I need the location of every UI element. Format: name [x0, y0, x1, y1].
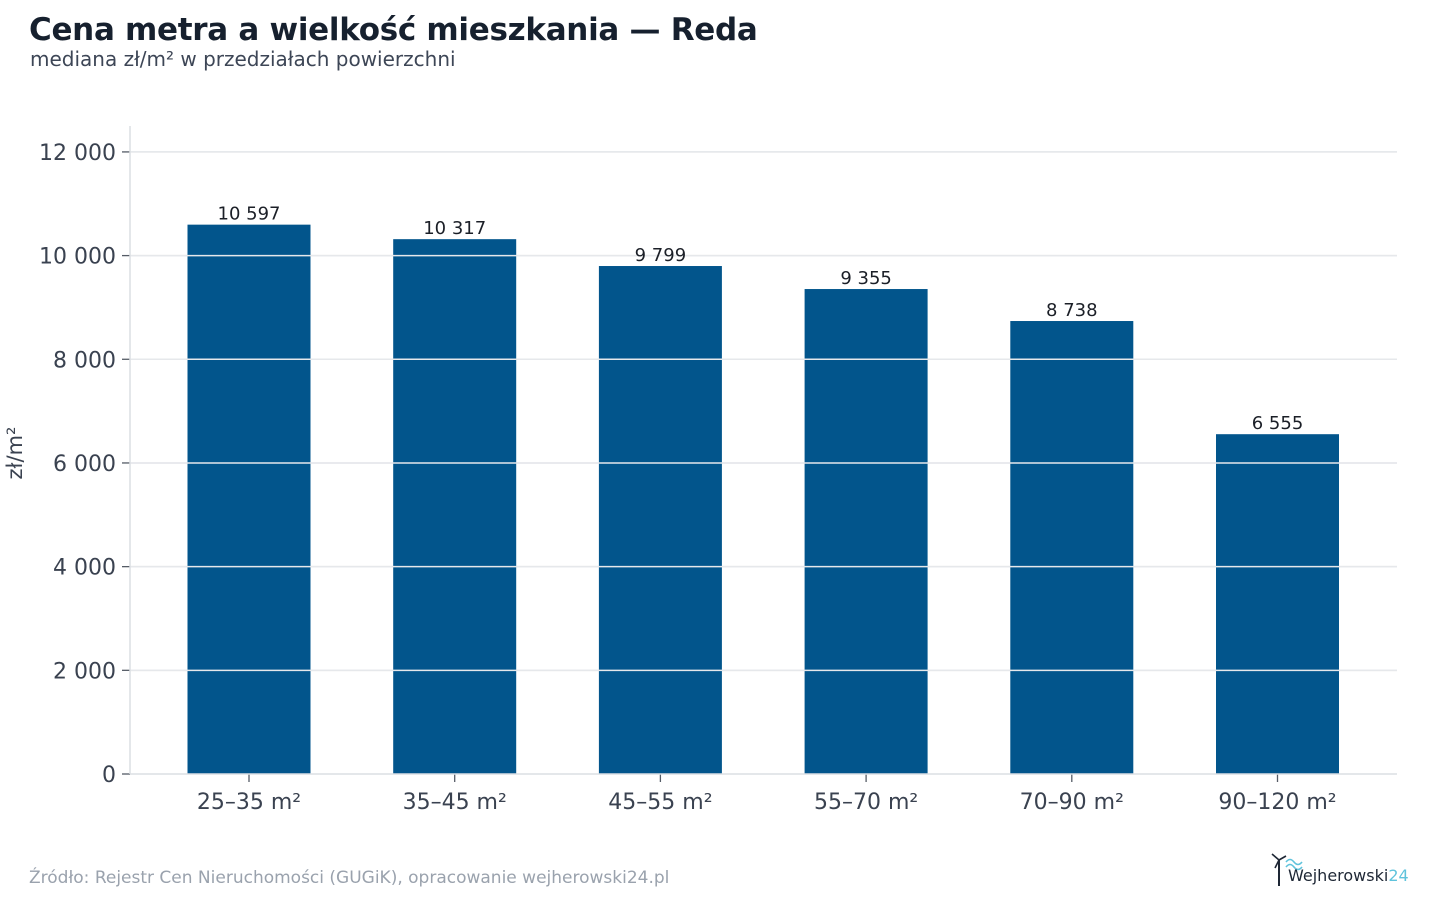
- axes: [122, 126, 1397, 782]
- x-tick-label: 45–55 m²: [608, 790, 712, 815]
- y-tick-label: 6 000: [53, 452, 116, 477]
- bar-value-label: 9 799: [635, 245, 687, 266]
- bar-value-label: 8 738: [1046, 300, 1098, 321]
- y-tick-label: 12 000: [39, 141, 116, 166]
- x-tick-label: 90–120 m²: [1218, 790, 1336, 815]
- y-tick-label: 2 000: [53, 659, 116, 684]
- x-tick-label: 35–45 m²: [403, 790, 507, 815]
- bar-value-label: 10 597: [218, 204, 281, 225]
- bar-value-label: 9 355: [840, 268, 892, 289]
- source-note: Źródło: Rejestr Cen Nieruchomości (GUGiK…: [29, 868, 670, 888]
- chart-title: Cena metra a wielkość mieszkania — Reda: [29, 12, 758, 48]
- grid-lines: [130, 151, 1397, 672]
- logo-text: Wejherowski24: [1288, 866, 1409, 885]
- x-tick-label: 55–70 m²: [814, 790, 918, 815]
- windmill-icon: [1271, 853, 1303, 886]
- bar: [187, 224, 311, 775]
- bar-value-label: 6 555: [1252, 413, 1304, 434]
- bar: [1010, 321, 1134, 774]
- x-tick-label: 25–35 m²: [197, 790, 301, 815]
- logo-accent-text: 24: [1388, 866, 1409, 885]
- wejherowski24-logo: Wejherowski24: [1266, 850, 1416, 890]
- y-tick-label: 10 000: [39, 245, 116, 270]
- chart-subtitle: mediana zł/m² w przedziałach powierzchni: [30, 47, 456, 71]
- logo-main-text: Wejherowski: [1288, 866, 1389, 885]
- y-axis-label: zł/m²: [3, 427, 27, 480]
- bar: [804, 289, 928, 774]
- bar: [598, 266, 722, 774]
- y-tick-label: 8 000: [53, 348, 116, 373]
- bar: [393, 239, 517, 774]
- y-tick-label: 0: [102, 763, 116, 788]
- bar: [1216, 434, 1339, 774]
- bar-value-label: 10 317: [423, 218, 486, 239]
- bars: [130, 151, 1397, 775]
- x-tick-label: 70–90 m²: [1020, 790, 1124, 815]
- y-tick-label: 4 000: [53, 556, 116, 581]
- labels: 0 2 000 4 000 6 000 8 000 10 000 12 000 10 597 2…: [39, 141, 1337, 815]
